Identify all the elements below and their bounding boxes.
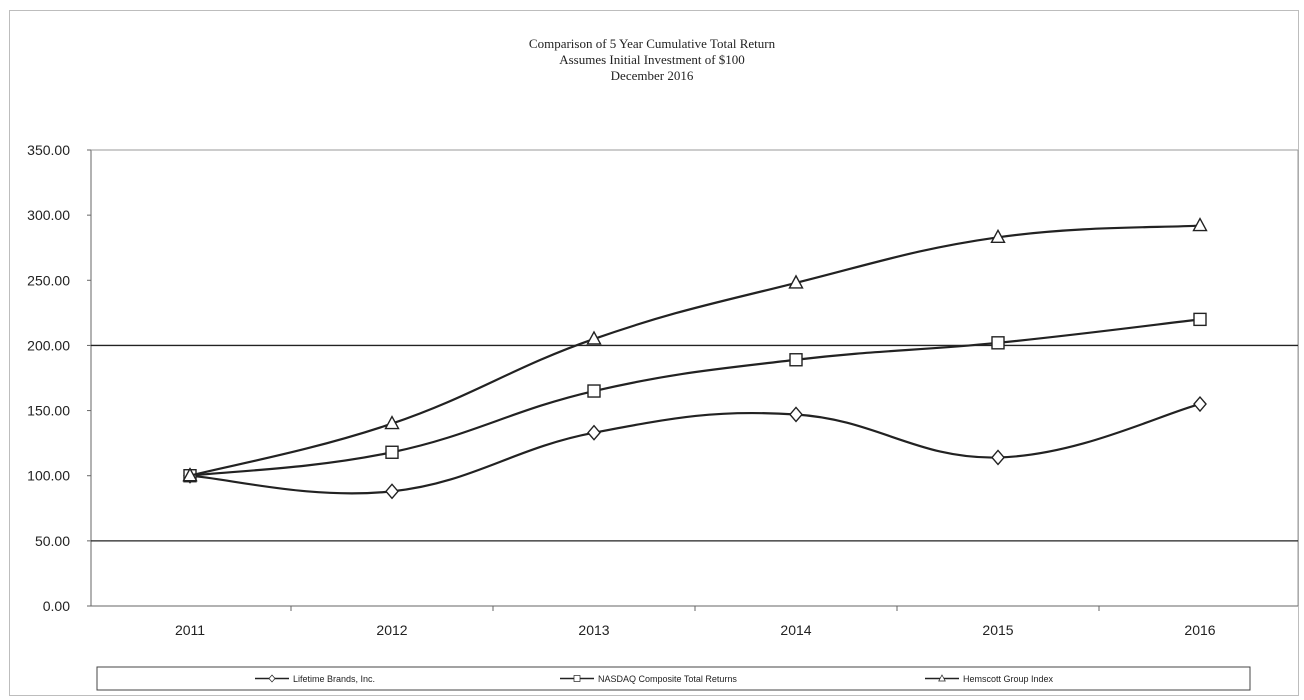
series-line-1 bbox=[189, 318, 1201, 477]
y-tick-label: 100.00 bbox=[27, 468, 70, 484]
legend-marker-0 bbox=[268, 674, 276, 683]
y-tick-label: 350.00 bbox=[27, 142, 70, 158]
chart-title: Comparison of 5 Year Cumulative Total Re… bbox=[528, 36, 776, 51]
data-point-series-2-2011 bbox=[182, 467, 198, 482]
y-tick-label: 200.00 bbox=[27, 337, 70, 353]
x-tick-label: 2014 bbox=[780, 622, 811, 638]
data-point-series-0-2013 bbox=[587, 424, 601, 441]
y-tick-label: 300.00 bbox=[27, 207, 70, 223]
y-tick-label: 50.00 bbox=[35, 533, 70, 549]
data-point-series-1-2015 bbox=[991, 336, 1005, 350]
data-point-series-0-2015 bbox=[991, 449, 1005, 466]
y-tick-label: 0.00 bbox=[43, 598, 70, 614]
chart-titles: Comparison of 5 Year Cumulative Total Re… bbox=[0, 36, 1304, 84]
data-point-series-2-2015 bbox=[990, 228, 1006, 243]
legend-label-0: Lifetime Brands, Inc. bbox=[293, 674, 375, 684]
legend-label-2: Hemscott Group Index bbox=[963, 674, 1054, 684]
legend-label-1: NASDAQ Composite Total Returns bbox=[598, 674, 737, 684]
data-point-series-1-2013 bbox=[587, 384, 601, 398]
data-point-series-0-2016 bbox=[1193, 395, 1207, 413]
series-line-0 bbox=[189, 402, 1201, 495]
x-tick-label: 2012 bbox=[376, 622, 407, 638]
data-point-series-0-2012 bbox=[385, 483, 399, 500]
series-line-2 bbox=[189, 224, 1201, 477]
data-point-series-0-2014 bbox=[789, 406, 803, 423]
data-point-series-2-2014 bbox=[788, 274, 804, 289]
x-tick-label: 2011 bbox=[175, 622, 205, 638]
x-tick-label: 2013 bbox=[578, 622, 609, 638]
legend-marker-1 bbox=[573, 675, 581, 682]
data-point-series-1-2012 bbox=[385, 445, 399, 459]
y-tick-label: 150.00 bbox=[27, 403, 70, 419]
data-point-series-2-2012 bbox=[384, 415, 400, 430]
data-point-series-2-2016 bbox=[1192, 217, 1208, 232]
y-tick-label: 250.00 bbox=[27, 272, 70, 288]
chart-subtitle-2: December 2016 bbox=[610, 68, 694, 83]
legend-box bbox=[96, 666, 1251, 691]
data-point-series-1-2016 bbox=[1193, 312, 1207, 327]
chart-subtitle-1: Assumes Initial Investment of $100 bbox=[559, 52, 745, 67]
data-point-series-1-2014 bbox=[789, 353, 803, 367]
legend-marker-2 bbox=[938, 674, 946, 682]
data-point-series-2-2013 bbox=[586, 330, 602, 345]
x-tick-label: 2016 bbox=[1184, 622, 1215, 638]
x-tick-label: 2015 bbox=[982, 622, 1013, 638]
